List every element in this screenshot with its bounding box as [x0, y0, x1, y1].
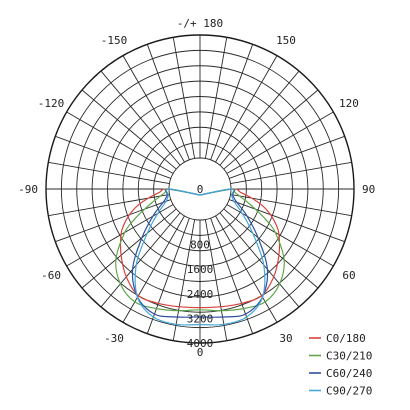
- grid-spoke: [122, 55, 185, 163]
- grid-spoke: [223, 89, 319, 170]
- grid-spoke: [204, 219, 228, 341]
- series-curve-c30-210: [115, 188, 285, 312]
- grid-spoke: [146, 44, 190, 161]
- angle-label: -120: [38, 97, 65, 110]
- radial-tick-label: 2400: [187, 288, 214, 301]
- grid-spoke: [223, 208, 319, 289]
- grid-spoke: [48, 193, 170, 217]
- grid-spoke: [55, 199, 172, 243]
- radial-tick-label: 1600: [187, 263, 214, 276]
- angle-label: 90: [362, 183, 375, 196]
- radial-tick-label: 3200: [187, 312, 214, 325]
- grid-spoke: [215, 215, 278, 323]
- grid-spoke: [226, 111, 334, 174]
- angle-label: -/+ 180: [177, 17, 223, 30]
- legend-entry: C60/240: [326, 367, 372, 380]
- grid-spoke: [100, 70, 181, 166]
- grid-spoke: [81, 89, 177, 170]
- grid-spoke: [48, 161, 170, 185]
- grid-spoke: [210, 44, 254, 161]
- angle-label: -30: [104, 332, 124, 345]
- series-curve-c0-180: [119, 188, 281, 309]
- grid-spoke: [204, 37, 228, 159]
- radial-tick-label: 0: [197, 183, 204, 196]
- legend-entry: C0/180: [326, 332, 366, 345]
- angle-label: -150: [101, 34, 128, 47]
- legend: C0/180 C30/210 C60/240 C90/270: [309, 332, 372, 398]
- grid-spoke: [66, 204, 174, 267]
- grid-spoke: [226, 204, 334, 267]
- grid-spoke: [81, 208, 177, 289]
- grid-spoke: [172, 219, 196, 341]
- grid-spoke: [100, 212, 181, 308]
- axis-labels: -/+ 180 150 -150 120 -120 90 -90 60 -60 30 -30 0 0 80…: [18, 17, 375, 359]
- series-curves: [115, 188, 285, 326]
- angle-label: 60: [342, 269, 355, 282]
- grid-spoke: [228, 135, 345, 179]
- grid-spoke: [215, 55, 278, 163]
- angle-label: 30: [279, 332, 292, 345]
- angle-label: 0: [197, 346, 204, 359]
- angle-label: 120: [339, 97, 359, 110]
- series-curve-c60-240: [131, 188, 269, 318]
- grid-spoke: [219, 70, 300, 166]
- radial-tick-label: 800: [190, 239, 210, 252]
- grid-spoke: [172, 37, 196, 159]
- grid-spoke: [230, 193, 352, 217]
- radial-tick-label: 4000: [187, 337, 214, 350]
- grid-spoke: [66, 111, 174, 174]
- angle-label: -60: [41, 269, 61, 282]
- grid-spoke: [55, 135, 172, 179]
- series-curve-c90-270: [134, 188, 266, 326]
- legend-entry: C30/210: [326, 350, 372, 363]
- legend-entry: C90/270: [326, 385, 372, 398]
- angle-label: 150: [276, 34, 296, 47]
- angle-label: -90: [18, 183, 38, 196]
- grid-spoke: [228, 199, 345, 243]
- grid-spoke: [230, 161, 352, 185]
- grid-spoke: [219, 212, 300, 308]
- grid-spoke: [122, 215, 185, 323]
